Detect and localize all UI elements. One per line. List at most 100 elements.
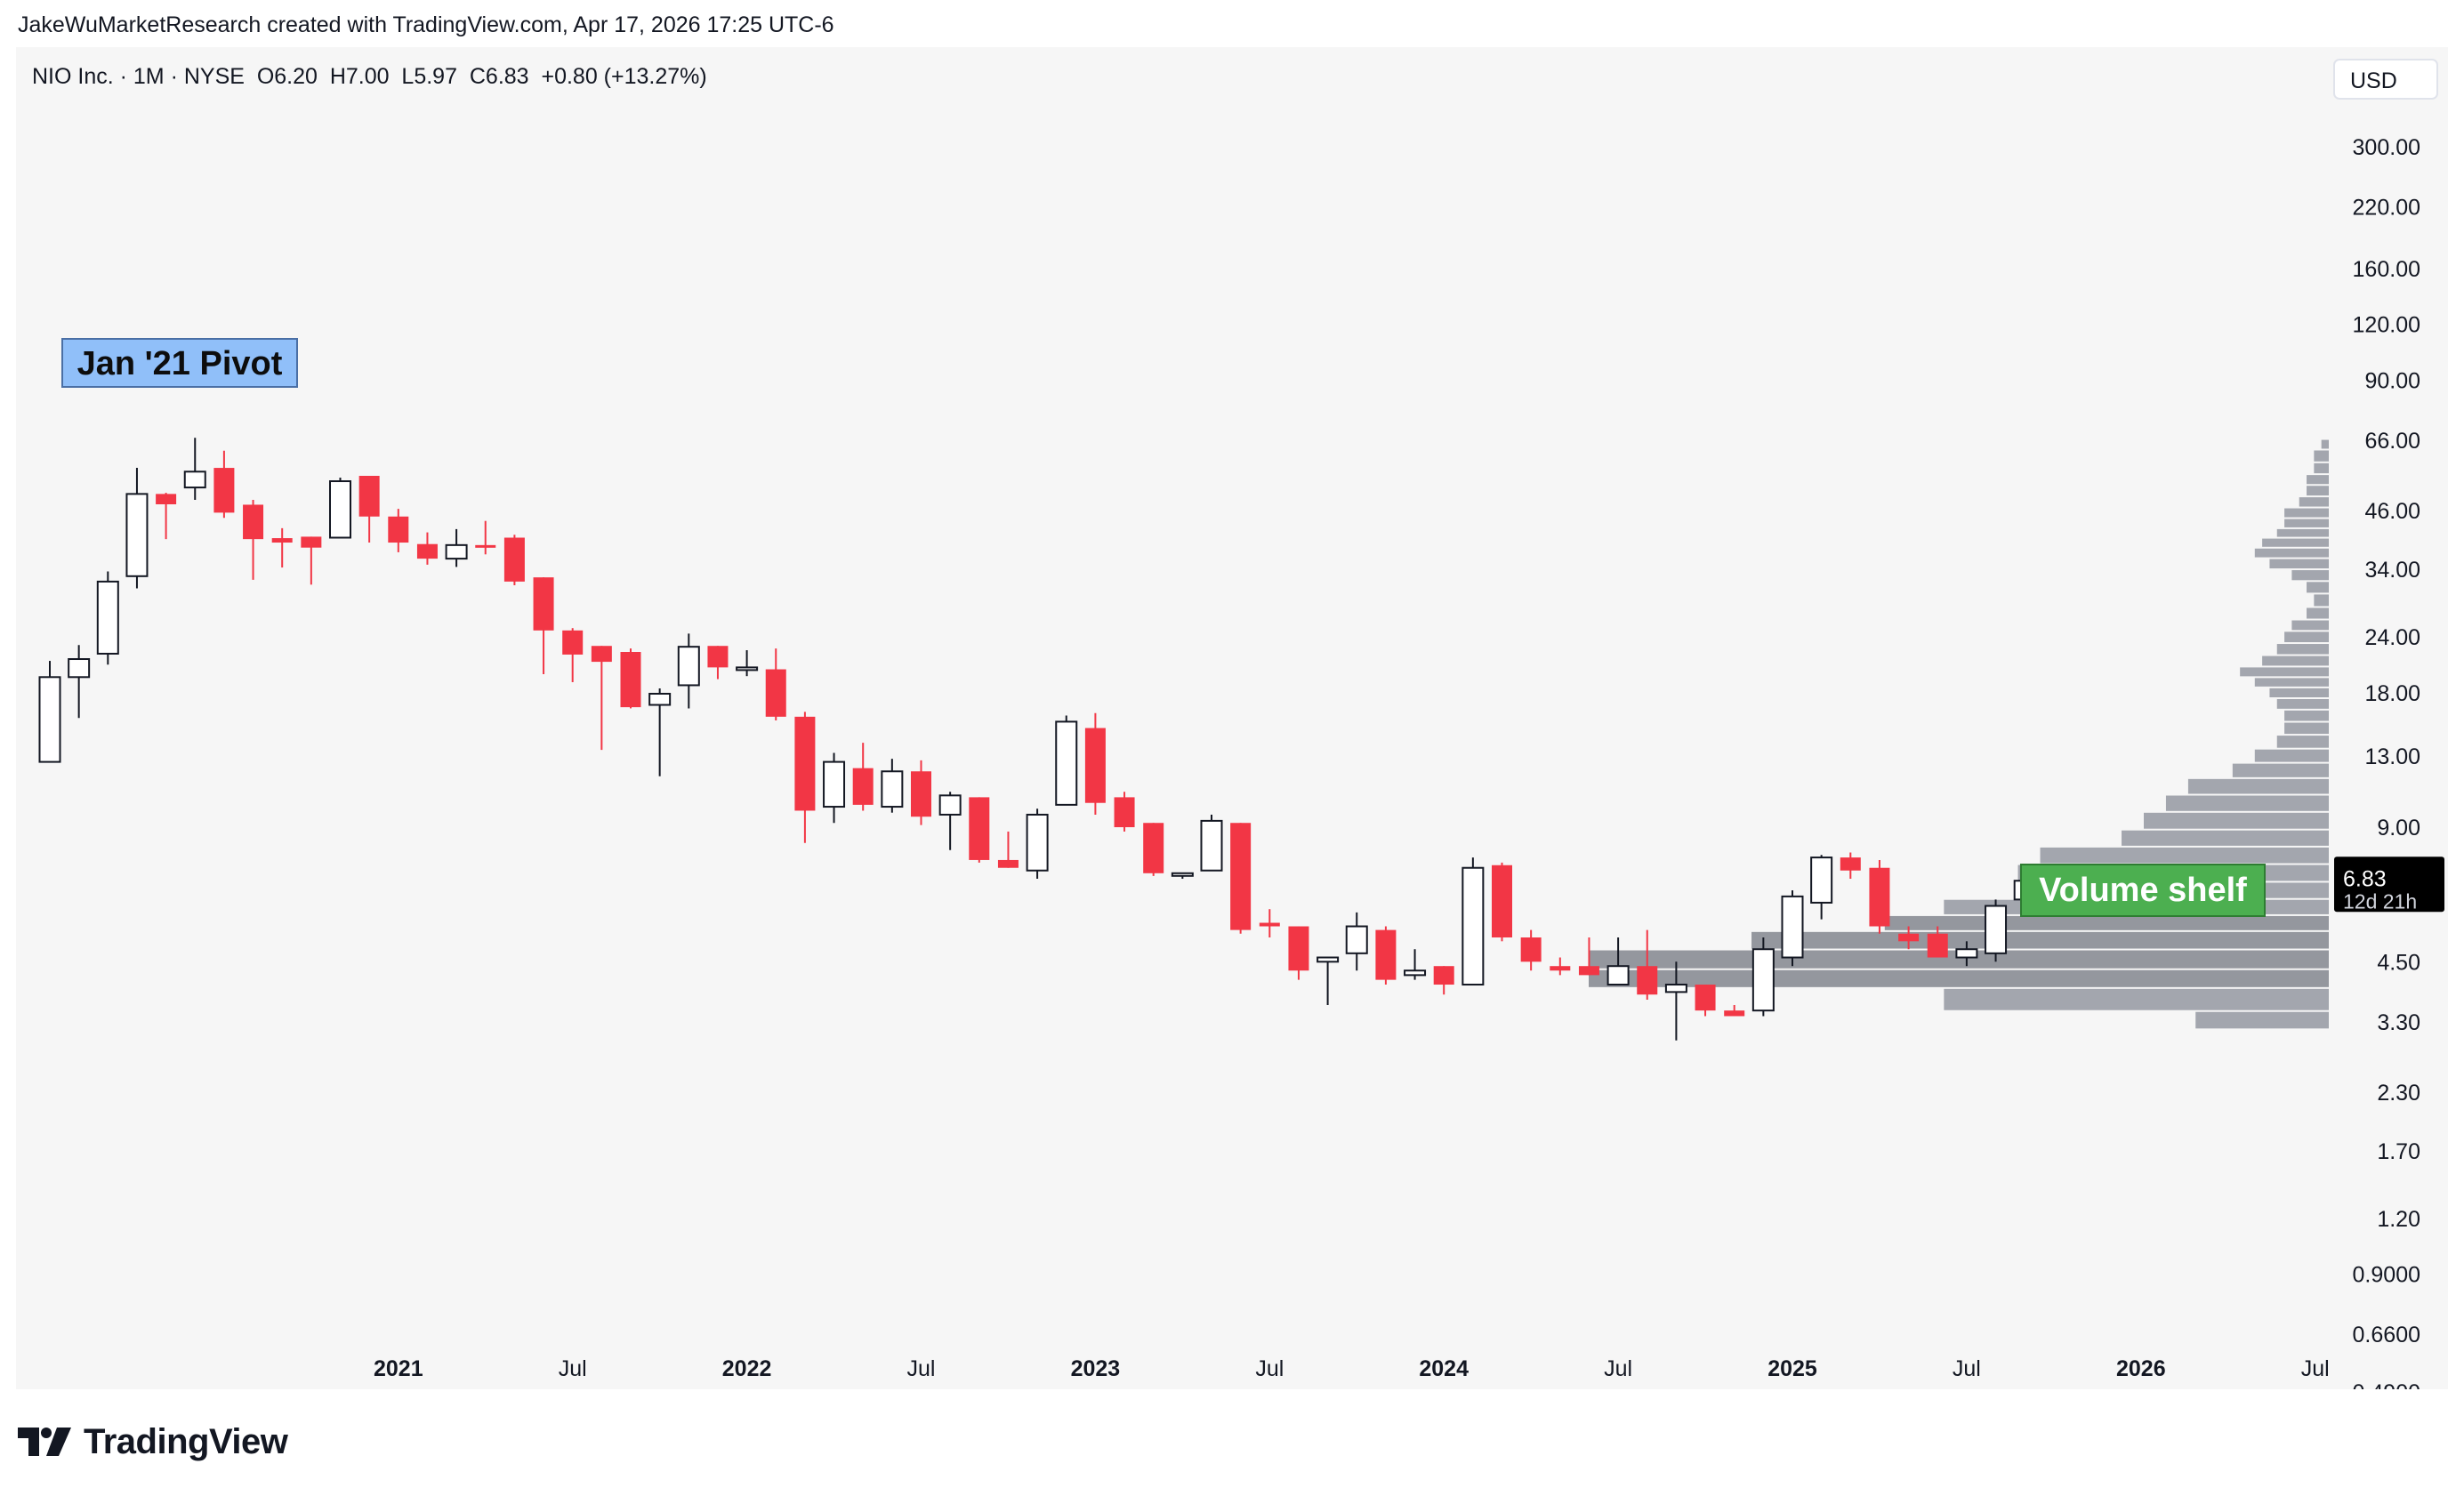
candlestick-chart[interactable]: Jan '21 Pivot Volume shelf 300.00 220.00 16… bbox=[16, 47, 2448, 1389]
candle-up[interactable] bbox=[1461, 857, 1485, 986]
candle-up[interactable] bbox=[1317, 956, 1340, 1006]
candle-down[interactable] bbox=[1492, 862, 1512, 942]
candle-down[interactable] bbox=[1143, 823, 1164, 876]
candle-body bbox=[1317, 956, 1340, 963]
candle-down[interactable] bbox=[1724, 1005, 1745, 1017]
volume-profile-bar bbox=[2165, 795, 2329, 811]
price-axis-label: 18.00 bbox=[2364, 681, 2420, 706]
candle-down[interactable] bbox=[533, 577, 554, 674]
candle-down[interactable] bbox=[213, 450, 235, 519]
volume-profile-bar bbox=[2187, 778, 2329, 794]
candle-down[interactable] bbox=[969, 797, 990, 863]
volume-profile-bar bbox=[2232, 763, 2329, 777]
candle-body bbox=[852, 768, 874, 805]
candle-down[interactable] bbox=[1840, 852, 1861, 880]
candle-down[interactable] bbox=[156, 493, 177, 540]
candle-down[interactable] bbox=[503, 535, 525, 586]
candle-up[interactable] bbox=[938, 792, 962, 850]
candle-up[interactable] bbox=[1171, 872, 1194, 880]
time-axis-label: Jul bbox=[1953, 1356, 1981, 1381]
candle-down[interactable] bbox=[475, 520, 496, 555]
price-axis-bg[interactable] bbox=[2329, 47, 2448, 1389]
candle-down[interactable] bbox=[620, 648, 641, 709]
price-axis-label: 24.00 bbox=[2364, 625, 2420, 650]
candle-body bbox=[1985, 905, 2008, 954]
candle-up[interactable] bbox=[677, 633, 700, 709]
price-axis-label: 160.00 bbox=[2353, 257, 2420, 282]
candle-up[interactable] bbox=[1200, 814, 1223, 872]
candle-down[interactable] bbox=[852, 743, 874, 811]
candle-up[interactable] bbox=[648, 688, 672, 776]
candle-up[interactable] bbox=[1026, 808, 1049, 880]
candle-down[interactable] bbox=[591, 646, 612, 751]
candle-up[interactable] bbox=[1810, 855, 1833, 920]
candle-down[interactable] bbox=[1375, 926, 1397, 985]
candle-down[interactable] bbox=[243, 500, 264, 580]
candle-up[interactable] bbox=[329, 477, 351, 539]
annotation-shelf-label: Volume shelf bbox=[2039, 872, 2247, 909]
candle-body bbox=[183, 471, 206, 489]
candle-up[interactable] bbox=[68, 645, 91, 719]
candle-up[interactable] bbox=[38, 661, 61, 763]
candle-body bbox=[794, 716, 816, 811]
candle-up[interactable] bbox=[1664, 961, 1687, 1041]
candle-down[interactable] bbox=[794, 712, 816, 843]
candle-down[interactable] bbox=[1695, 985, 1716, 1017]
candle-down[interactable] bbox=[271, 527, 293, 568]
candle-down[interactable] bbox=[1550, 957, 1571, 976]
candle-up[interactable] bbox=[1404, 949, 1427, 980]
candle-down[interactable] bbox=[1230, 823, 1252, 934]
candle-body bbox=[736, 666, 759, 672]
candle-down[interactable] bbox=[911, 760, 931, 825]
candle-up[interactable] bbox=[183, 438, 206, 501]
candle-down[interactable] bbox=[1520, 929, 1542, 971]
candle-down[interactable] bbox=[1084, 712, 1106, 815]
candle-down[interactable] bbox=[1927, 926, 1948, 958]
candle-up[interactable] bbox=[1955, 941, 1978, 967]
candle-down[interactable] bbox=[388, 509, 409, 552]
candle-down[interactable] bbox=[562, 628, 584, 682]
annotation-jan21-pivot[interactable]: Jan '21 Pivot bbox=[61, 338, 298, 388]
candle-up[interactable] bbox=[1985, 899, 2008, 962]
candle-up[interactable] bbox=[823, 752, 846, 824]
candle-down[interactable] bbox=[1898, 926, 1920, 950]
time-axis-label: 2026 bbox=[2116, 1356, 2166, 1381]
candle-up[interactable] bbox=[881, 759, 904, 813]
candle-down[interactable] bbox=[416, 532, 438, 565]
candle-up[interactable] bbox=[1781, 890, 1804, 967]
candle-down[interactable] bbox=[1637, 929, 1658, 1001]
time-axis-label: 2021 bbox=[374, 1356, 423, 1381]
price-axis-label: 13.00 bbox=[2364, 744, 2420, 769]
tradingview-logo[interactable]: TradingView bbox=[18, 1420, 288, 1464]
candle-body bbox=[707, 646, 729, 668]
candle-up[interactable] bbox=[445, 528, 468, 567]
currency-button[interactable]: USD bbox=[2333, 59, 2438, 100]
candle-up[interactable] bbox=[736, 650, 759, 677]
annotation-volume-shelf[interactable]: Volume shelf bbox=[2020, 864, 2266, 917]
candle-up[interactable] bbox=[125, 468, 149, 589]
candle-down[interactable] bbox=[1433, 966, 1454, 995]
candle-up[interactable] bbox=[1055, 715, 1078, 806]
candle-body bbox=[243, 504, 264, 540]
chart-area[interactable] bbox=[16, 47, 2448, 1389]
candle-down[interactable] bbox=[1114, 792, 1135, 832]
candle-down[interactable] bbox=[358, 476, 380, 543]
candle-down[interactable] bbox=[1259, 909, 1280, 937]
candle-body bbox=[938, 794, 962, 816]
candle-up[interactable] bbox=[1345, 912, 1368, 971]
candle-down[interactable] bbox=[997, 831, 1019, 868]
candle-up[interactable] bbox=[1606, 937, 1630, 986]
candle-down[interactable] bbox=[1578, 937, 1599, 976]
candle-down[interactable] bbox=[1288, 926, 1309, 980]
candle-up[interactable] bbox=[96, 571, 119, 665]
candle-body bbox=[1084, 728, 1106, 803]
candle-body bbox=[1664, 984, 1687, 993]
candle-body bbox=[997, 859, 1019, 868]
candle-up[interactable] bbox=[1751, 937, 1775, 1017]
candle-down[interactable] bbox=[707, 646, 729, 680]
candle-down[interactable] bbox=[301, 536, 322, 585]
currency-label: USD bbox=[2350, 68, 2397, 93]
candle-down[interactable] bbox=[1869, 859, 1890, 934]
candle-down[interactable] bbox=[765, 648, 786, 720]
price-axis-label: 46.00 bbox=[2364, 499, 2420, 524]
